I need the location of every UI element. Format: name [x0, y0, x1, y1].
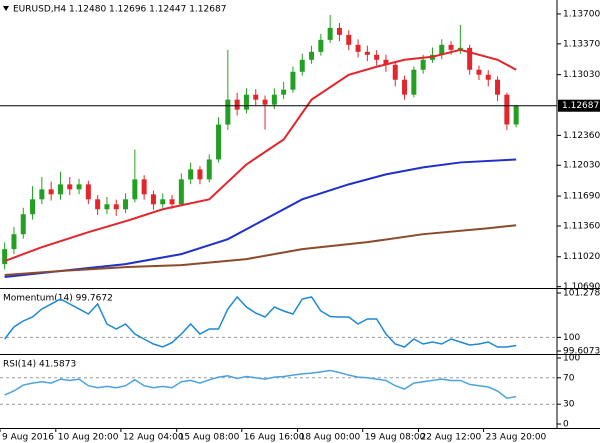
- y-tick-label: 1.12360: [563, 131, 600, 141]
- candle-body: [355, 44, 361, 52]
- candle-body: [95, 199, 101, 210]
- y-tick-label: 1.13700: [563, 9, 600, 19]
- candle-body: [364, 51, 370, 55]
- candle-body: [67, 184, 73, 190]
- candle-body: [178, 179, 184, 205]
- candle-body: [476, 69, 482, 75]
- y-tick-label: 0: [563, 420, 569, 430]
- candle-body: [318, 39, 324, 52]
- moving-average: [4, 48, 517, 263]
- candle-body: [336, 27, 342, 35]
- candle-body: [467, 47, 473, 70]
- candle-body: [504, 94, 510, 125]
- y-tick-label: 99.6073: [563, 347, 600, 357]
- panel-title: Momentum(14) 99.7672: [3, 294, 113, 304]
- y-tick-label: 1.12030: [563, 161, 600, 171]
- y-tick-label: 100: [563, 354, 580, 364]
- candle-body: [188, 169, 194, 180]
- y-tick-label: 1.13370: [563, 39, 600, 49]
- indicator-line: [4, 295, 517, 348]
- candle-body: [485, 74, 491, 80]
- x-tick-label: 10 Aug 20:00: [58, 433, 119, 443]
- candle-body: [30, 199, 36, 215]
- candle-body: [253, 94, 259, 100]
- y-tick-label: 1.11690: [563, 192, 600, 202]
- candle-body: [513, 105, 519, 125]
- current-price-box: [558, 99, 600, 112]
- candle-body: [243, 94, 249, 110]
- candle-body: [281, 89, 287, 95]
- candle-body: [150, 194, 156, 205]
- y-tick-label: 1.13030: [563, 70, 600, 80]
- x-tick-label: 16 Aug 16:00: [244, 433, 305, 443]
- candle-body: [234, 99, 240, 110]
- x-tick-label: 18 Aug 00:00: [300, 433, 361, 443]
- x-tick-label: 12 Aug 04:00: [123, 433, 184, 443]
- candle-body: [420, 59, 426, 70]
- candle-body: [346, 34, 352, 45]
- candle-body: [57, 184, 63, 195]
- candle-body: [123, 199, 129, 210]
- candle-body: [39, 189, 45, 200]
- candle-body: [85, 184, 91, 200]
- candle-body: [225, 99, 231, 125]
- candle-body: [113, 204, 119, 210]
- candle-body: [132, 179, 138, 200]
- candle-body: [2, 249, 8, 265]
- candle-body: [290, 71, 296, 90]
- candle-body: [374, 54, 380, 60]
- candle-body: [216, 124, 222, 160]
- candle-body: [383, 59, 389, 65]
- y-tick-label: 100: [563, 333, 580, 343]
- y-tick-label: 1.10690: [563, 282, 600, 292]
- panel-title: RSI(14) 41.5873: [3, 360, 76, 370]
- moving-average: [4, 158, 517, 279]
- candle-body: [20, 214, 26, 235]
- candle-body: [160, 199, 166, 205]
- chart-title: EURUSD,H4 1.12480 1.12696 1.12447 1.1268…: [13, 5, 226, 15]
- indicator-line: [4, 369, 517, 400]
- menu-icon: [3, 6, 9, 11]
- candle-body: [402, 79, 408, 95]
- candle-body: [439, 44, 445, 55]
- candle-body: [169, 199, 175, 205]
- candle-body: [309, 51, 315, 60]
- candle-body: [76, 184, 82, 190]
- candle-body: [271, 94, 277, 105]
- x-tick-label: 19 Aug 08:00: [365, 433, 426, 443]
- y-tick-label: 70: [563, 373, 575, 383]
- x-tick-label: 22 Aug 12:00: [421, 433, 482, 443]
- y-tick-label: 101.2786: [563, 289, 600, 299]
- candle-body: [11, 234, 17, 250]
- current-price-label: 1.12687: [562, 101, 599, 111]
- candle-body: [104, 204, 110, 210]
- candle-body: [411, 69, 417, 95]
- x-tick-label: 23 Aug 20:00: [486, 433, 547, 443]
- candle-body: [197, 169, 203, 180]
- candle-body: [48, 189, 54, 195]
- y-tick-label: 1.11020: [563, 252, 600, 262]
- y-tick-label: 1.11360: [563, 221, 600, 231]
- candle-body: [327, 27, 333, 40]
- candle-body: [206, 159, 212, 180]
- candle-body: [299, 59, 305, 72]
- candle-body: [141, 179, 147, 195]
- candle-body: [495, 79, 501, 95]
- candle-body: [392, 64, 398, 80]
- x-tick-label: 15 Aug 08:00: [179, 433, 240, 443]
- candle-body: [262, 99, 268, 105]
- y-tick-label: 30: [563, 400, 575, 410]
- x-tick-label: 9 Aug 2016: [2, 433, 54, 443]
- moving-average: [4, 224, 517, 277]
- candle-body: [448, 44, 454, 50]
